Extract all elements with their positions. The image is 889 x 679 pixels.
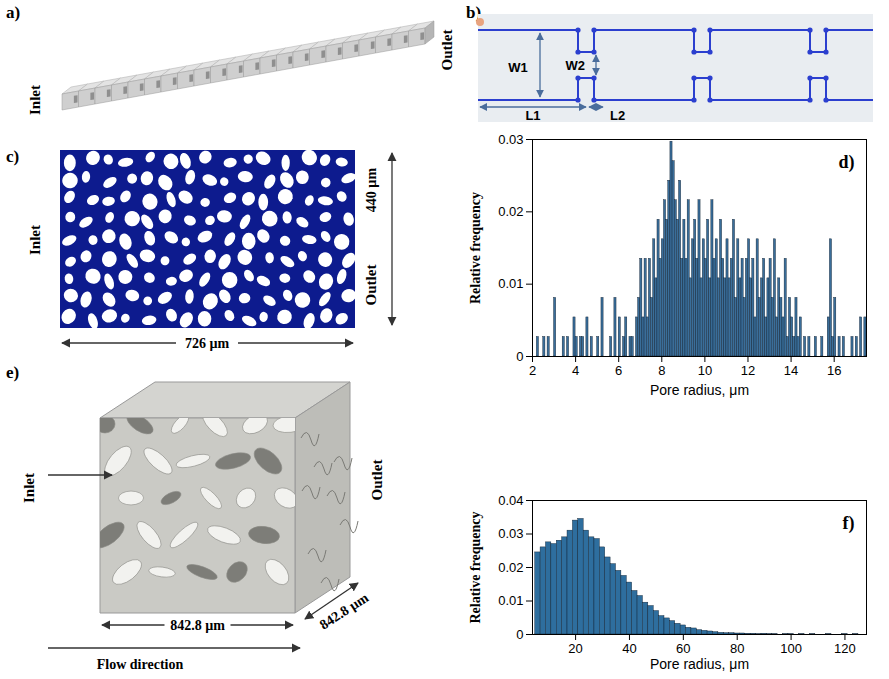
svg-text:60: 60	[676, 641, 690, 656]
svg-text:W1: W1	[508, 60, 528, 75]
svg-text:Pore radius, μm: Pore radius, μm	[650, 656, 749, 672]
svg-text:0: 0	[516, 627, 523, 642]
svg-text:842.8 µm: 842.8 µm	[170, 618, 225, 633]
svg-text:Flow direction: Flow direction	[97, 657, 184, 672]
svg-text:12: 12	[741, 363, 755, 378]
svg-text:d): d)	[838, 152, 854, 173]
svg-text:80: 80	[730, 641, 744, 656]
svg-text:16: 16	[827, 363, 841, 378]
svg-text:6: 6	[615, 363, 622, 378]
svg-text:L1: L1	[525, 108, 540, 123]
svg-text:842.8 µm: 842.8 µm	[317, 590, 371, 633]
svg-text:Outlet: Outlet	[369, 460, 385, 501]
svg-text:W2: W2	[566, 58, 586, 73]
svg-text:10: 10	[698, 363, 712, 378]
svg-text:Pore radius, μm: Pore radius, μm	[650, 382, 749, 398]
svg-text:0.01: 0.01	[498, 593, 523, 608]
svg-text:0.04: 0.04	[498, 493, 523, 508]
svg-text:440 µm: 440 µm	[364, 168, 379, 213]
svg-text:100: 100	[780, 641, 802, 656]
svg-text:e): e)	[6, 363, 19, 382]
svg-text:0.03: 0.03	[498, 526, 523, 541]
svg-text:L2: L2	[610, 108, 625, 123]
svg-text:b): b)	[466, 3, 482, 22]
svg-text:c): c)	[6, 147, 19, 166]
svg-text:f): f)	[843, 513, 855, 534]
svg-text:726 µm: 726 µm	[185, 336, 230, 351]
svg-text:Inlet: Inlet	[21, 473, 37, 503]
svg-text:Outlet: Outlet	[363, 265, 379, 306]
svg-text:0: 0	[516, 349, 523, 364]
svg-text:14: 14	[784, 363, 798, 378]
svg-text:Outlet: Outlet	[439, 30, 455, 71]
svg-text:Inlet: Inlet	[27, 85, 43, 115]
svg-text:Relative frequency: Relative frequency	[468, 511, 483, 623]
svg-text:a): a)	[6, 3, 20, 22]
svg-text:8: 8	[658, 363, 665, 378]
svg-text:0.02: 0.02	[498, 204, 523, 219]
svg-text:40: 40	[622, 641, 636, 656]
svg-text:0.02: 0.02	[498, 560, 523, 575]
svg-text:4: 4	[572, 363, 579, 378]
svg-text:Inlet: Inlet	[27, 225, 43, 255]
svg-text:120: 120	[834, 641, 856, 656]
svg-text:2: 2	[529, 363, 536, 378]
svg-text:0.03: 0.03	[498, 132, 523, 147]
svg-text:20: 20	[568, 641, 582, 656]
svg-text:Relative frequency: Relative frequency	[468, 192, 483, 304]
svg-text:0.01: 0.01	[498, 276, 523, 291]
